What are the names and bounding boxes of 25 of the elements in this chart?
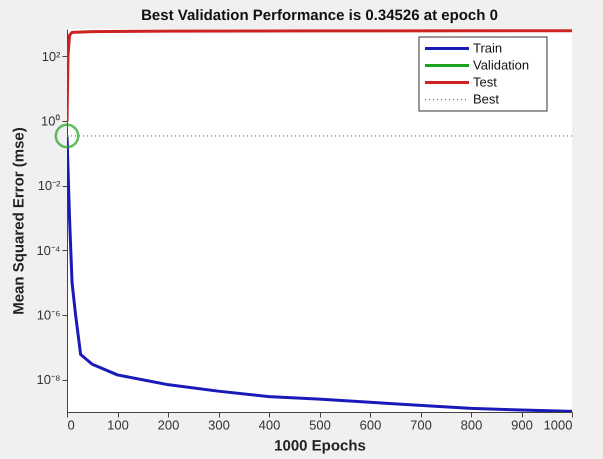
y-tick-label: 10⁻⁴ — [36, 242, 60, 258]
x-tick-label: 0 — [68, 418, 75, 432]
x-tick-label: 1000 — [544, 418, 572, 432]
y-tick-label: 10⁻⁸ — [36, 372, 60, 388]
x-tick-label: 900 — [511, 418, 533, 432]
x-tick-label: 700 — [410, 418, 432, 432]
x-tick-label: 800 — [460, 418, 482, 432]
x-tick-label: 300 — [208, 418, 230, 432]
legend-label: Train — [473, 40, 502, 56]
x-tick-label: 600 — [360, 418, 382, 432]
legend-label: Test — [473, 74, 498, 90]
x-tick-label: 500 — [309, 418, 331, 432]
x-tick-label: 400 — [258, 418, 280, 432]
y-axis-title: Mean Squared Error (mse) — [10, 127, 28, 315]
x-tick-label: 200 — [158, 418, 180, 432]
x-tick-label: 100 — [107, 418, 129, 432]
chart-title: Best Validation Performance is 0.34526 at epoch 0 — [141, 7, 498, 24]
line-series — [67, 29, 572, 122]
y-tick-label: 10² — [42, 48, 62, 64]
y-tick-label: 10⁻² — [38, 178, 62, 194]
legend-label: Validation — [473, 58, 530, 72]
y-tick-label: 10⁻⁶ — [36, 308, 60, 322]
legend-label: Best — [473, 92, 500, 106]
y-tick-label: 10⁰ — [41, 113, 60, 128]
x-axis-title: 1000 Epochs — [274, 438, 366, 454]
